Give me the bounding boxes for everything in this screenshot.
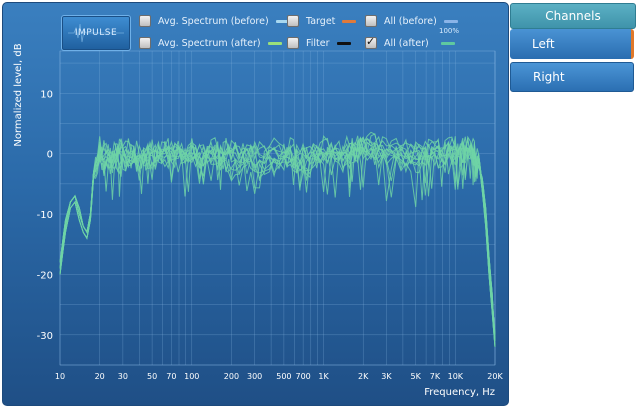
legend-label: Filter (306, 37, 330, 49)
y-tick-label: -10 (37, 210, 53, 221)
x-tick-label: 5K (410, 372, 421, 381)
series-line-2-3 (59, 136, 496, 341)
series-line-1-3 (59, 134, 496, 347)
x-tick-label: 30 (118, 372, 128, 381)
color-swatch (440, 41, 455, 45)
series-line-2-2 (59, 135, 496, 341)
checkbox[interactable] (287, 37, 299, 49)
x-tick-label: 700 (296, 372, 311, 381)
legend-label: Avg. Spectrum (after) (158, 37, 261, 49)
x-tick-label: 200 (224, 372, 239, 381)
y-axis-label: Normalized level, dB (13, 43, 24, 146)
color-swatch (267, 41, 282, 45)
checkbox[interactable] (287, 15, 299, 27)
all-before-percent: 100% (439, 27, 460, 35)
channels-header-label: Channels (545, 9, 601, 23)
channel-tab-label: Right (533, 70, 565, 84)
legend-all-before[interactable]: All (before) (365, 15, 458, 27)
x-tick-label: 2K (358, 372, 369, 381)
legend-label: Avg. Spectrum (before) (158, 15, 269, 27)
checkbox[interactable] (139, 15, 151, 27)
y-tick-label: -20 (37, 270, 53, 281)
x-tick-label: 7K (430, 372, 441, 381)
color-swatch (275, 19, 290, 23)
y-tick-label: 10 (40, 89, 53, 100)
checkbox-checked[interactable] (365, 35, 377, 49)
x-tick-label: 20 (95, 372, 105, 381)
y-tick-label: -30 (37, 331, 53, 342)
waveform-icon (68, 23, 124, 43)
x-tick-label: 10K (448, 372, 464, 381)
x-tick-label: 300 (247, 372, 262, 381)
chart-curves (59, 131, 496, 347)
impulse-button[interactable]: IMPULSE (61, 15, 131, 51)
spectrum-chart: 10 20 30 50 70 100 200 300 500 700 1K 2K 3K 5K 7K 10K 20… (13, 43, 504, 398)
x-tick-label: 20K (487, 372, 503, 381)
checkbox[interactable] (139, 37, 151, 49)
legend-filter[interactable]: Filter (287, 37, 351, 49)
legend-label: Target (306, 15, 336, 27)
x-tick-label: 100 (184, 372, 199, 381)
x-tick-label: 3K (381, 372, 392, 381)
spectrum-panel: 10 20 30 50 70 100 200 300 500 700 1K 2K 3K 5K 7K 10K 20… (2, 2, 509, 406)
series-line-2-0 (59, 140, 496, 341)
checkbox[interactable] (365, 15, 377, 27)
x-tick-label: 500 (276, 372, 291, 381)
y-tick-label: 0 (47, 150, 53, 161)
y-tick-labels: 10 0 -10 -20 -30 (37, 89, 53, 342)
plot-frame (59, 50, 496, 366)
legend-target[interactable]: Target (287, 15, 357, 27)
series-line-1-0 (59, 142, 496, 347)
channels-header: Channels (510, 3, 636, 29)
x-tick-label: 50 (147, 372, 157, 381)
channel-tab-left[interactable]: Left (510, 29, 634, 59)
series-line-0-2 (59, 135, 496, 335)
channel-tab-right[interactable]: Right (510, 62, 634, 92)
chart-grid (59, 50, 496, 366)
legend-label: All (before) (384, 15, 437, 27)
x-tick-label: 70 (166, 372, 176, 381)
x-tick-label: 10 (55, 372, 65, 381)
legend-avg-before[interactable]: Avg. Spectrum (before) (139, 15, 290, 27)
impulse-label: IMPULSE (74, 28, 118, 38)
x-tick-labels: 10 20 30 50 70 100 200 300 500 700 1K 2K 3K 5K 7K 10K 20… (55, 372, 504, 381)
legend-avg-after[interactable]: Avg. Spectrum (after) (139, 37, 282, 49)
channel-tab-label: Left (532, 37, 555, 51)
color-swatch (342, 19, 357, 23)
x-tick-label: 1K (318, 372, 329, 381)
color-swatch (443, 19, 458, 23)
series-line-2-1 (59, 135, 496, 341)
legend-label: All (after) (384, 37, 429, 49)
color-swatch (336, 41, 351, 45)
legend-all-after[interactable]: All (after) (365, 35, 455, 49)
x-axis-label: Frequency, Hz (424, 387, 495, 398)
